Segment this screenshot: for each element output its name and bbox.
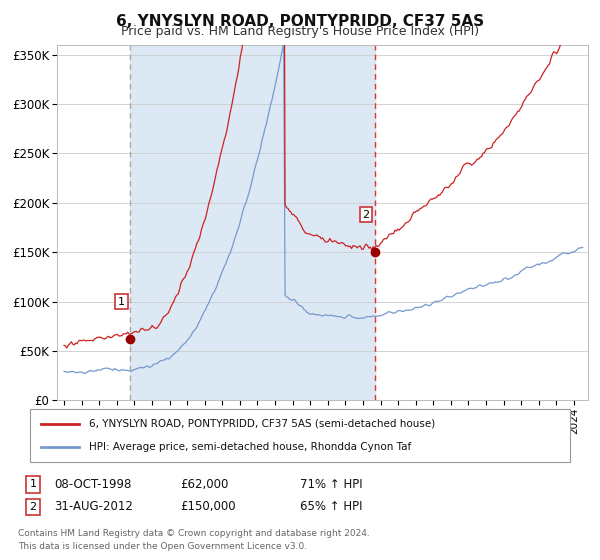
Text: 1: 1 — [118, 297, 125, 307]
Text: £150,000: £150,000 — [180, 500, 236, 514]
Text: 65% ↑ HPI: 65% ↑ HPI — [300, 500, 362, 514]
Bar — [130, 45, 375, 400]
Text: 1: 1 — [29, 479, 37, 489]
Text: 31-AUG-2012: 31-AUG-2012 — [54, 500, 133, 514]
Text: 71% ↑ HPI: 71% ↑ HPI — [300, 478, 362, 491]
Text: HPI: Average price, semi-detached house, Rhondda Cynon Taf: HPI: Average price, semi-detached house,… — [89, 442, 412, 452]
Text: £62,000: £62,000 — [180, 478, 229, 491]
Text: This data is licensed under the Open Government Licence v3.0.: This data is licensed under the Open Gov… — [18, 542, 307, 551]
Text: 2: 2 — [29, 502, 37, 512]
Text: Contains HM Land Registry data © Crown copyright and database right 2024.: Contains HM Land Registry data © Crown c… — [18, 529, 370, 538]
Text: Price paid vs. HM Land Registry's House Price Index (HPI): Price paid vs. HM Land Registry's House … — [121, 25, 479, 38]
Text: 6, YNYSLYN ROAD, PONTYPRIDD, CF37 5AS: 6, YNYSLYN ROAD, PONTYPRIDD, CF37 5AS — [116, 14, 484, 29]
Text: 2: 2 — [362, 209, 370, 220]
Text: 6, YNYSLYN ROAD, PONTYPRIDD, CF37 5AS (semi-detached house): 6, YNYSLYN ROAD, PONTYPRIDD, CF37 5AS (s… — [89, 419, 436, 429]
Text: 08-OCT-1998: 08-OCT-1998 — [54, 478, 131, 491]
FancyBboxPatch shape — [30, 409, 570, 462]
